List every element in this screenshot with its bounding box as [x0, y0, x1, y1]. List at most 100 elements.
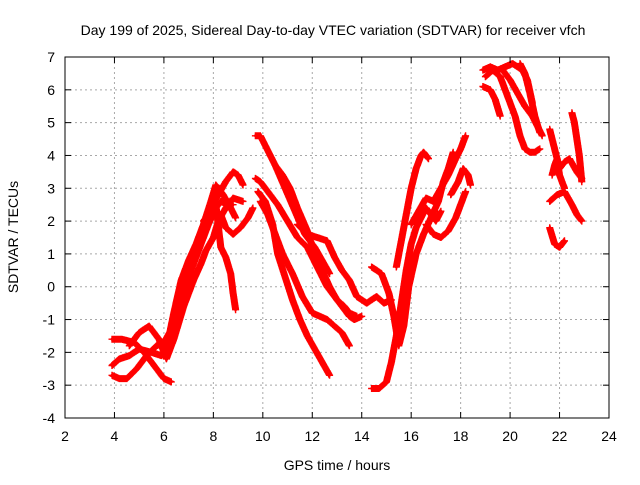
data-point	[382, 301, 386, 305]
data-point	[313, 347, 317, 351]
data-point	[214, 203, 218, 207]
data-point	[370, 387, 373, 390]
data-point	[231, 291, 235, 295]
data-point	[120, 337, 124, 341]
series-track-24	[479, 83, 504, 120]
data-point	[209, 209, 213, 213]
data-point	[197, 249, 200, 253]
series-track-26	[568, 109, 586, 186]
x-tick-label: 12	[304, 428, 320, 444]
data-point	[404, 213, 408, 216]
data-point	[127, 344, 131, 348]
data-point	[503, 65, 507, 69]
series-track-28	[546, 188, 586, 225]
data-point	[488, 88, 492, 92]
data-point	[258, 134, 262, 138]
data-point	[422, 232, 425, 236]
data-point	[501, 68, 505, 72]
data-point	[459, 147, 462, 151]
data-point	[291, 298, 294, 302]
x-tick-label: 22	[552, 428, 568, 444]
data-point	[451, 150, 455, 154]
data-point	[387, 291, 391, 295]
data-point	[234, 308, 238, 312]
data-point	[296, 206, 299, 210]
data-point	[204, 249, 208, 253]
data-point	[365, 301, 369, 305]
data-markers	[546, 188, 586, 225]
data-point	[209, 200, 213, 203]
data-point	[464, 134, 467, 138]
data-point	[419, 154, 423, 157]
data-point	[325, 239, 329, 243]
data-point	[219, 245, 223, 249]
series-track-10	[271, 161, 361, 320]
data-point	[481, 68, 485, 72]
data-point	[414, 167, 418, 171]
y-tick-label: 2	[47, 213, 55, 229]
data-point	[239, 226, 243, 230]
data-point	[162, 377, 166, 380]
data-point	[165, 347, 168, 351]
data-point	[402, 324, 406, 328]
data-point	[446, 229, 450, 233]
data-point	[234, 216, 238, 220]
data-point	[283, 275, 287, 279]
data-point	[573, 121, 576, 124]
data-point	[548, 127, 552, 131]
data-point	[417, 209, 420, 213]
data-point	[254, 177, 257, 180]
data-point	[439, 186, 443, 190]
data-point	[491, 68, 495, 72]
y-tick-label: -3	[43, 377, 56, 393]
data-point	[409, 242, 413, 246]
data-point	[268, 193, 272, 197]
data-point	[434, 219, 438, 223]
series-track-27	[548, 155, 568, 192]
data-point	[288, 186, 292, 190]
data-point	[533, 150, 537, 154]
data-point	[437, 200, 440, 203]
data-point	[214, 183, 218, 187]
data-point	[355, 314, 359, 318]
data-point	[135, 367, 139, 371]
data-point	[340, 331, 344, 335]
data-point	[305, 334, 309, 338]
data-point	[251, 206, 255, 210]
data-point	[424, 223, 428, 226]
data-point	[563, 239, 566, 243]
data-point	[192, 278, 196, 282]
data-point	[118, 357, 121, 361]
data-point	[481, 85, 485, 88]
data-point	[155, 344, 158, 348]
data-point	[538, 147, 542, 151]
x-tick-label: 24	[601, 428, 617, 444]
data-point	[493, 98, 497, 102]
series-track-16	[392, 148, 432, 271]
data-point	[281, 173, 284, 177]
data-point	[333, 255, 336, 259]
data-point	[256, 190, 260, 194]
x-tick-label: 14	[354, 428, 370, 444]
data-point	[276, 252, 280, 256]
data-point	[335, 298, 339, 302]
data-point	[533, 114, 537, 118]
data-point	[392, 314, 396, 318]
data-point	[553, 147, 556, 151]
data-point	[528, 91, 532, 95]
data-point	[263, 200, 267, 203]
data-point	[147, 324, 151, 328]
data-point	[432, 200, 435, 203]
y-tick-label: 1	[47, 246, 55, 262]
series-track-12	[254, 188, 334, 379]
data-point	[328, 373, 331, 377]
data-point	[229, 272, 233, 275]
data-point	[273, 163, 277, 167]
data-point	[558, 173, 561, 177]
data-point	[224, 255, 228, 259]
data-point	[409, 223, 413, 226]
data-point	[380, 272, 383, 275]
data-point	[236, 173, 240, 177]
data-point	[110, 373, 114, 377]
